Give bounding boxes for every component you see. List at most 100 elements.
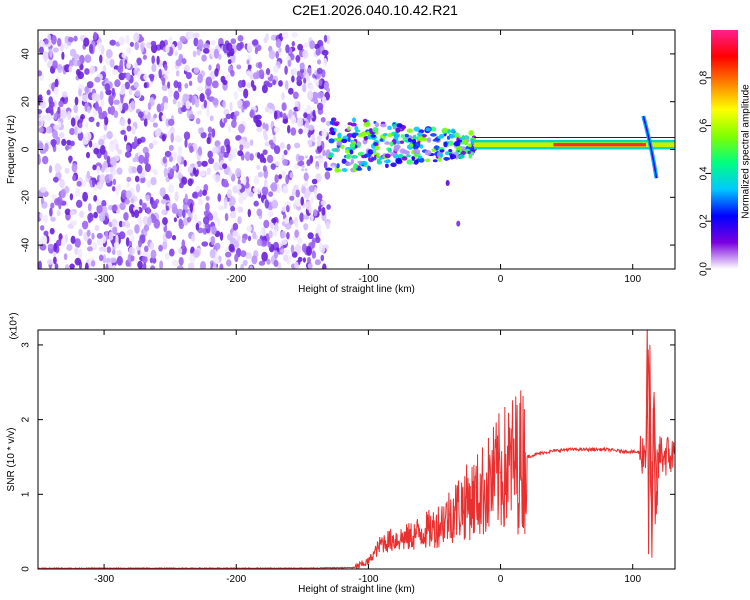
- scatter-cell: [456, 220, 461, 227]
- noise-cell: [273, 250, 279, 259]
- noise-cell: [192, 32, 200, 38]
- noise-cell: [192, 191, 198, 199]
- noise-cell: [211, 80, 219, 89]
- noise-cell: [112, 264, 116, 269]
- noise-cell: [250, 80, 255, 88]
- noise-cell: [194, 213, 198, 223]
- noise-cell: [280, 170, 286, 179]
- noise-cell: [168, 184, 175, 194]
- noise-cell: [236, 42, 243, 52]
- noise-cell: [280, 239, 288, 245]
- noise-cell: [71, 163, 78, 173]
- noise-cell: [105, 257, 111, 264]
- noise-cell: [321, 128, 328, 138]
- noise-cell: [77, 59, 81, 67]
- noise-cell: [236, 99, 243, 107]
- y-tick-label: 1: [21, 491, 32, 497]
- noise-cell: [187, 31, 195, 40]
- x-tick-label: -100: [358, 574, 378, 585]
- noise-cell: [194, 98, 200, 108]
- noise-cell: [206, 137, 211, 145]
- scatter-cell: [437, 156, 442, 162]
- noise-cell: [158, 244, 164, 252]
- noise-cell: [126, 176, 132, 183]
- noise-cell: [214, 242, 221, 250]
- scatter-cell: [330, 128, 335, 132]
- noise-cell: [252, 231, 257, 240]
- noise-cell: [153, 113, 157, 119]
- noise-cell: [245, 252, 252, 260]
- noise-cell: [258, 69, 265, 79]
- noise-cell: [278, 47, 282, 53]
- scatter-cell: [430, 133, 437, 137]
- noise-cell: [102, 254, 107, 264]
- scatter-cell: [336, 163, 340, 169]
- noise-cell: [236, 184, 242, 190]
- scatter-cell: [349, 142, 356, 149]
- scatter-cell: [404, 133, 409, 138]
- noise-cell: [233, 90, 239, 100]
- scatter-cell: [361, 154, 366, 159]
- noise-cell: [96, 204, 103, 214]
- noise-cell: [169, 168, 175, 178]
- noise-cell: [317, 59, 321, 65]
- noise-cell: [202, 216, 210, 225]
- noise-cell: [290, 116, 297, 125]
- noise-cell: [61, 237, 66, 247]
- noise-cell: [103, 246, 108, 253]
- noise-cell: [258, 61, 263, 69]
- scatter-cell: [455, 146, 462, 151]
- noise-cell: [131, 126, 136, 135]
- noise-cell: [168, 36, 173, 44]
- noise-cell: [160, 102, 165, 112]
- noise-cell: [161, 209, 166, 216]
- noise-cell: [321, 96, 327, 106]
- noise-cell: [308, 206, 313, 214]
- noise-cell: [251, 39, 259, 46]
- noise-cell: [47, 105, 54, 114]
- noise-cell: [141, 255, 148, 264]
- noise-cell: [118, 36, 125, 46]
- scatter-cell: [344, 149, 350, 154]
- noise-cell: [169, 248, 175, 257]
- scatter-cell: [395, 157, 402, 164]
- scatter-cell: [413, 148, 420, 155]
- noise-cell: [303, 42, 310, 48]
- scatter-cell: [448, 149, 453, 153]
- noise-cell: [177, 40, 183, 51]
- noise-cell: [149, 242, 155, 250]
- noise-cell: [301, 186, 307, 194]
- noise-cell: [81, 220, 89, 230]
- noise-cell: [254, 47, 258, 55]
- noise-cell: [119, 202, 126, 211]
- noise-cell: [266, 154, 274, 164]
- noise-cell: [184, 94, 190, 100]
- noise-cell: [99, 54, 103, 64]
- noise-cell: [197, 198, 203, 206]
- noise-cell: [143, 82, 148, 89]
- scatter-cell: [301, 165, 305, 169]
- noise-cell: [76, 180, 82, 187]
- noise-cell: [131, 166, 138, 174]
- noise-cell: [171, 234, 177, 241]
- noise-cell: [267, 210, 274, 218]
- noise-cell: [282, 158, 288, 166]
- noise-cell: [138, 154, 145, 164]
- scatter-cell: [379, 138, 384, 142]
- noise-cell: [223, 117, 228, 123]
- noise-cell: [249, 265, 253, 269]
- x-tick-label: -200: [226, 274, 246, 285]
- scatter-cell: [376, 154, 380, 159]
- noise-cell: [289, 172, 294, 179]
- noise-cell: [235, 168, 242, 178]
- noise-cell: [282, 185, 289, 194]
- noise-cell: [203, 99, 207, 109]
- noise-cell: [222, 182, 230, 188]
- scatter-cell: [470, 138, 475, 145]
- noise-cell: [147, 102, 152, 111]
- noise-cell: [264, 199, 270, 209]
- noise-cell: [82, 191, 88, 202]
- noise-cell: [92, 241, 98, 251]
- scatter-cell: [335, 168, 342, 173]
- noise-cell: [310, 214, 314, 222]
